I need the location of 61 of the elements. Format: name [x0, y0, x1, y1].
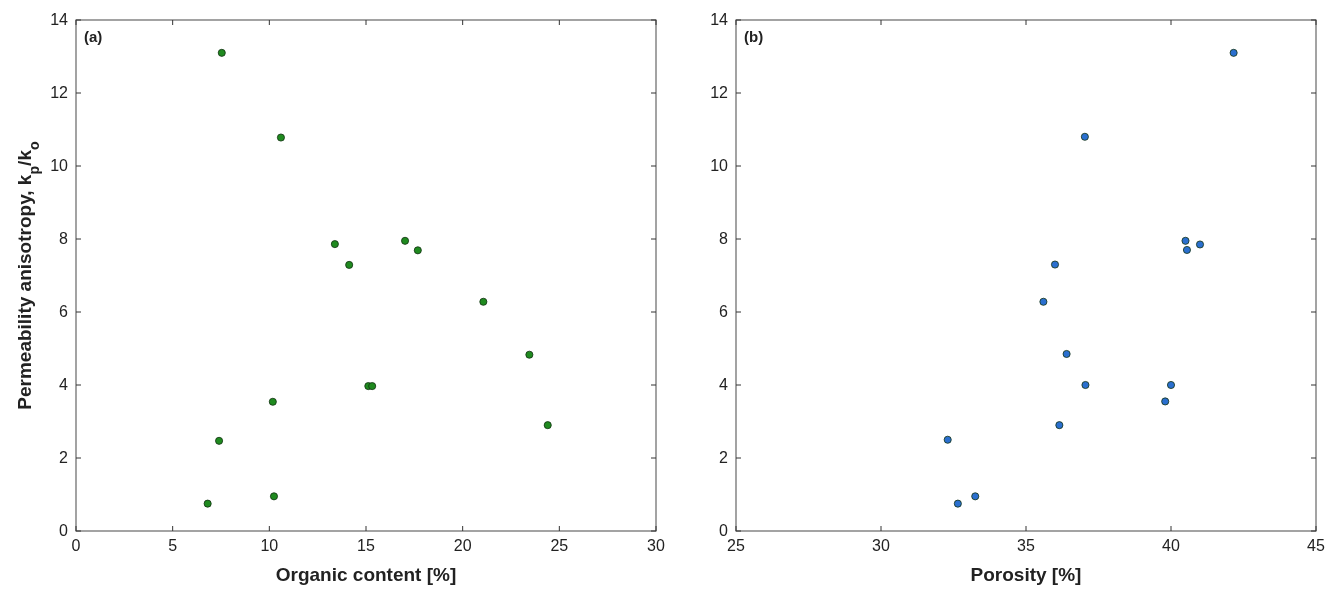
point	[971, 492, 980, 501]
annotation: (b)	[744, 28, 764, 45]
point	[1062, 350, 1071, 358]
y-tick-label: 4	[59, 376, 69, 393]
point	[1039, 297, 1048, 306]
point	[1181, 236, 1190, 245]
x-tick-label: 40	[1162, 537, 1180, 554]
annotation: (a)	[84, 28, 103, 45]
point	[368, 382, 377, 391]
y-tick-label: 14	[710, 11, 729, 28]
y-tick-label: 10	[710, 157, 729, 174]
x-tick-label: 10	[260, 537, 279, 554]
y-tick-label: 8	[59, 230, 69, 247]
y-tick-label: 2	[719, 449, 729, 466]
x-tick-label: 45	[1307, 537, 1325, 554]
point	[268, 397, 277, 406]
y-tick-label: 14	[50, 11, 69, 28]
x-tick-label: 0	[71, 537, 81, 554]
x-axis-title: Organic content [%]	[275, 564, 457, 585]
point	[217, 48, 226, 57]
y-tick-label: 0	[59, 522, 69, 539]
point	[1080, 132, 1089, 141]
x-axis-title: Porosity [%]	[970, 564, 1082, 585]
y-tick-label: 2	[59, 449, 69, 466]
point	[1081, 381, 1090, 389]
point	[330, 240, 339, 249]
y-tick-label: 8	[719, 230, 729, 247]
y-tick-label: 6	[59, 303, 69, 320]
y-tick-label: 12	[50, 84, 69, 101]
x-tick-label: 30	[647, 537, 665, 554]
x-tick-label: 30	[872, 537, 890, 554]
point	[215, 436, 224, 445]
point	[543, 421, 552, 430]
point	[203, 499, 212, 508]
x-tick-label: 25	[727, 537, 745, 554]
point	[276, 133, 285, 142]
point	[1229, 48, 1238, 57]
point	[1167, 381, 1175, 389]
y-tick-label: 10	[50, 157, 69, 174]
x-tick-label: 5	[168, 537, 178, 554]
x-tick-label: 20	[453, 537, 472, 554]
point	[525, 350, 534, 359]
point	[345, 260, 354, 269]
point	[953, 499, 962, 508]
y-tick-label: 12	[710, 84, 729, 101]
point	[1055, 421, 1064, 430]
point	[1196, 240, 1204, 249]
y-tick-label: 4	[719, 376, 729, 393]
y-tick-label: 0	[719, 522, 729, 539]
point	[401, 236, 410, 245]
x-tick-label: 15	[357, 537, 375, 554]
point	[270, 492, 278, 501]
point	[943, 435, 952, 444]
x-tick-label: 35	[1017, 537, 1035, 554]
point	[413, 246, 422, 255]
point	[1182, 245, 1191, 254]
x-tick-label: 25	[550, 537, 569, 554]
point	[1051, 260, 1059, 269]
point	[1161, 397, 1170, 406]
point	[479, 297, 488, 306]
y-tick-label: 6	[719, 303, 729, 320]
